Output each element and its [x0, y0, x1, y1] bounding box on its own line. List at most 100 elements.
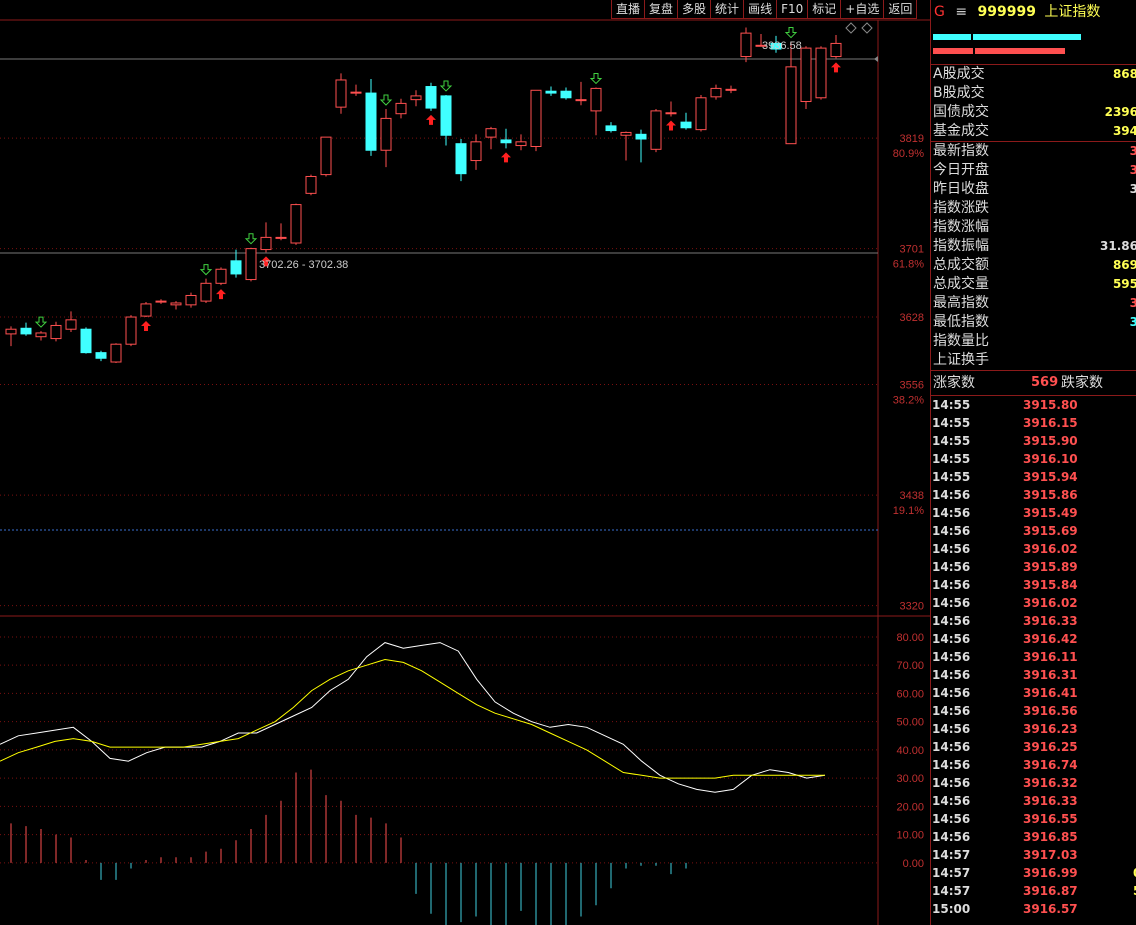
tick-row: 14:57 3916.99 0	[931, 864, 1136, 882]
candle-body	[170, 302, 182, 306]
candle-body	[380, 117, 392, 151]
stat-value: 3	[1130, 142, 1136, 161]
candle	[785, 41, 797, 145]
indicator-line	[0, 658, 825, 779]
stat-row: A股成交 868	[931, 65, 1136, 84]
candle	[800, 46, 812, 110]
stat-label: 上证换手	[933, 352, 989, 368]
kline-chart[interactable]: 3819 3701 3628 3556 3438 3320 80.9% 61.8% 38.2% 1…	[0, 0, 930, 925]
candle-body	[290, 204, 302, 244]
tick-price: 3916.33	[1023, 794, 1078, 808]
candle-body	[590, 87, 602, 112]
toolbar-button[interactable]: 多股	[677, 0, 712, 19]
tick-row: 14:56 3915.49	[931, 504, 1136, 522]
candle	[500, 128, 512, 149]
stat-row: 基金成交 394	[931, 122, 1136, 141]
down-arrow-icon	[34, 316, 48, 328]
tick-time: 14:56	[932, 794, 971, 808]
candle	[335, 73, 347, 114]
stat-value: 3	[1130, 161, 1136, 180]
candle	[170, 301, 182, 310]
stat-row: 指数振幅 31.86	[931, 237, 1136, 256]
tick-list[interactable]: 14:55 3915.80 14:55 3916.15 14:55 3915.90 14:5…	[931, 396, 1136, 918]
tick-row: 14:55 3915.94	[931, 468, 1136, 486]
y-tick-label: 3556	[900, 379, 924, 391]
chart-area[interactable]: 3819 3701 3628 3556 3438 3320 80.9% 61.8% 38.2% 1…	[0, 0, 930, 925]
tick-time: 14:55	[932, 398, 971, 412]
down-arrow-icon	[439, 80, 453, 92]
pct-tick-label: 19.1%	[893, 505, 924, 517]
candle	[65, 311, 77, 333]
tick-row: 14:56 3916.85	[931, 828, 1136, 846]
up-arrow-icon	[426, 114, 436, 125]
tick-price: 3916.55	[1023, 812, 1078, 826]
toolbar: 直播 复盘 多股 统计 画线 F10 标记 +自选 返回	[611, 0, 918, 19]
candle	[545, 86, 557, 96]
stats-list: A股成交868B股成交国债成交2396基金成交394最新指数3今日开盘3昨日收盘…	[931, 65, 1136, 371]
stat-row: 昨日收盘 3	[931, 180, 1136, 199]
candle	[560, 87, 572, 100]
toolbar-button[interactable]: 返回	[883, 0, 918, 19]
candle-body	[440, 95, 452, 136]
tick-price: 3915.90	[1023, 434, 1078, 448]
toolbar-button[interactable]: 统计	[710, 0, 745, 19]
candle	[380, 109, 392, 168]
candle	[725, 85, 737, 94]
candle	[830, 34, 842, 59]
high-price-label: 3936.58	[762, 40, 802, 52]
stat-row: 今日开盘 3	[931, 161, 1136, 180]
y-tick-label: 3701	[900, 244, 924, 256]
tick-price: 3916.10	[1023, 452, 1078, 466]
up-arrow-icon	[216, 289, 226, 300]
toolbar-button[interactable]: +自选	[840, 0, 885, 19]
stat-row: 国债成交 2396	[931, 103, 1136, 122]
candle	[140, 302, 152, 318]
candle	[650, 109, 662, 153]
candle-body	[260, 236, 272, 251]
tick-row: 14:57 3916.87 5	[931, 882, 1136, 900]
tick-time: 14:56	[932, 812, 971, 826]
candle	[245, 247, 257, 282]
candle-body	[140, 303, 152, 317]
tick-price: 3915.89	[1023, 560, 1078, 574]
candle	[440, 94, 452, 146]
stock-code: 999999	[977, 4, 1036, 20]
group-label[interactable]: G	[934, 4, 945, 20]
up-count-label: 涨家数	[933, 375, 975, 391]
candle	[260, 222, 272, 253]
candle-body	[5, 328, 17, 335]
candle-body	[35, 332, 47, 338]
candle-body	[230, 260, 242, 275]
toolbar-button[interactable]: F10	[776, 0, 809, 19]
candle	[200, 278, 212, 303]
tick-row: 14:56 3916.56	[931, 702, 1136, 720]
tick-price: 3916.02	[1023, 542, 1078, 556]
candle-body	[515, 141, 527, 147]
indicator-tick-label: 20.00	[896, 801, 924, 813]
tick-time: 14:56	[932, 542, 971, 556]
tick-price: 3916.99	[1023, 866, 1078, 880]
stat-row: 总成交量 595	[931, 275, 1136, 294]
tick-time: 14:56	[932, 650, 971, 664]
tick-time: 14:56	[932, 668, 971, 682]
tick-time: 14:56	[932, 776, 971, 790]
up-count-value: 569	[1031, 375, 1059, 390]
toolbar-button[interactable]: 标记	[807, 0, 842, 19]
tick-row: 14:56 3915.89	[931, 558, 1136, 576]
tick-row: 14:56 3916.42	[931, 630, 1136, 648]
down-arrow-icon	[379, 94, 393, 106]
y-tick-label: 3438	[900, 490, 924, 502]
stat-label: 基金成交	[933, 123, 989, 139]
stat-label: 国债成交	[933, 104, 989, 120]
toolbar-button[interactable]: 直播	[611, 0, 646, 19]
stat-label: A股成交	[933, 66, 985, 82]
stat-label: 最低指数	[933, 314, 989, 330]
candle-body	[500, 139, 512, 144]
stat-label: 最高指数	[933, 295, 989, 311]
candle	[425, 82, 437, 111]
tick-price: 3916.02	[1023, 596, 1078, 610]
toolbar-button[interactable]: 复盘	[644, 0, 679, 19]
indicator-tick-label: 80.00	[896, 632, 924, 644]
menu-icon[interactable]: ≡	[955, 4, 968, 20]
toolbar-button[interactable]: 画线	[743, 0, 778, 19]
